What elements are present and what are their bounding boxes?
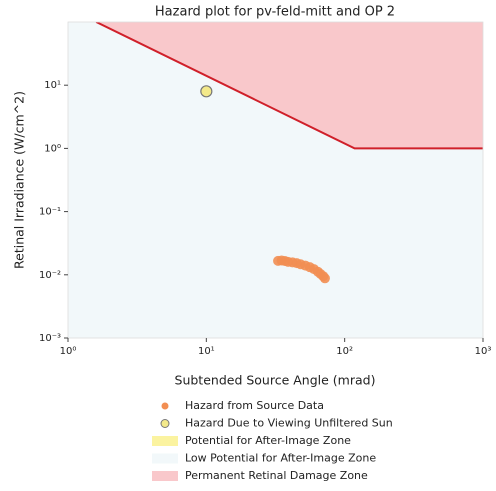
y-tick-label: 10¹ xyxy=(44,80,61,91)
zone xyxy=(96,22,483,149)
legend-label: Hazard Due to Viewing Unfiltered Sun xyxy=(185,417,393,430)
x-axis-label: Subtended Source Angle (mrad) xyxy=(175,373,376,388)
legend-marker xyxy=(152,453,178,464)
legend-marker xyxy=(152,471,178,481)
legend-marker xyxy=(161,402,169,410)
y-tick-label: 10⁻¹ xyxy=(39,207,61,218)
sun-point xyxy=(200,85,213,98)
chart-title: Hazard plot for pv-feld-mitt and OP 2 xyxy=(155,5,395,20)
x-tick-label: 10⁰ xyxy=(60,346,77,357)
legend-marker xyxy=(160,419,170,428)
x-tick-label: 10¹ xyxy=(198,346,215,357)
plot-frame xyxy=(67,21,484,339)
legend-marker xyxy=(152,436,178,446)
x-tick-label: 10³ xyxy=(475,346,492,357)
y-tick-label: 10⁻³ xyxy=(39,333,61,344)
plot-area xyxy=(68,22,483,338)
zone-boundary xyxy=(95,22,483,150)
y-axis-label: Retinal Irradiance (W/cm^2) xyxy=(12,91,27,269)
y-tick-label: 10⁰ xyxy=(44,143,61,154)
legend-label: Potential for After-Image Zone xyxy=(185,434,351,447)
legend-label: Permanent Retinal Damage Zone xyxy=(185,469,368,482)
x-tick-label: 10² xyxy=(336,346,353,357)
legend-label: Low Potential for After-Image Zone xyxy=(185,452,376,465)
data-point xyxy=(319,273,330,284)
legend-label: Hazard from Source Data xyxy=(185,399,324,412)
y-tick-label: 10⁻² xyxy=(39,270,61,281)
